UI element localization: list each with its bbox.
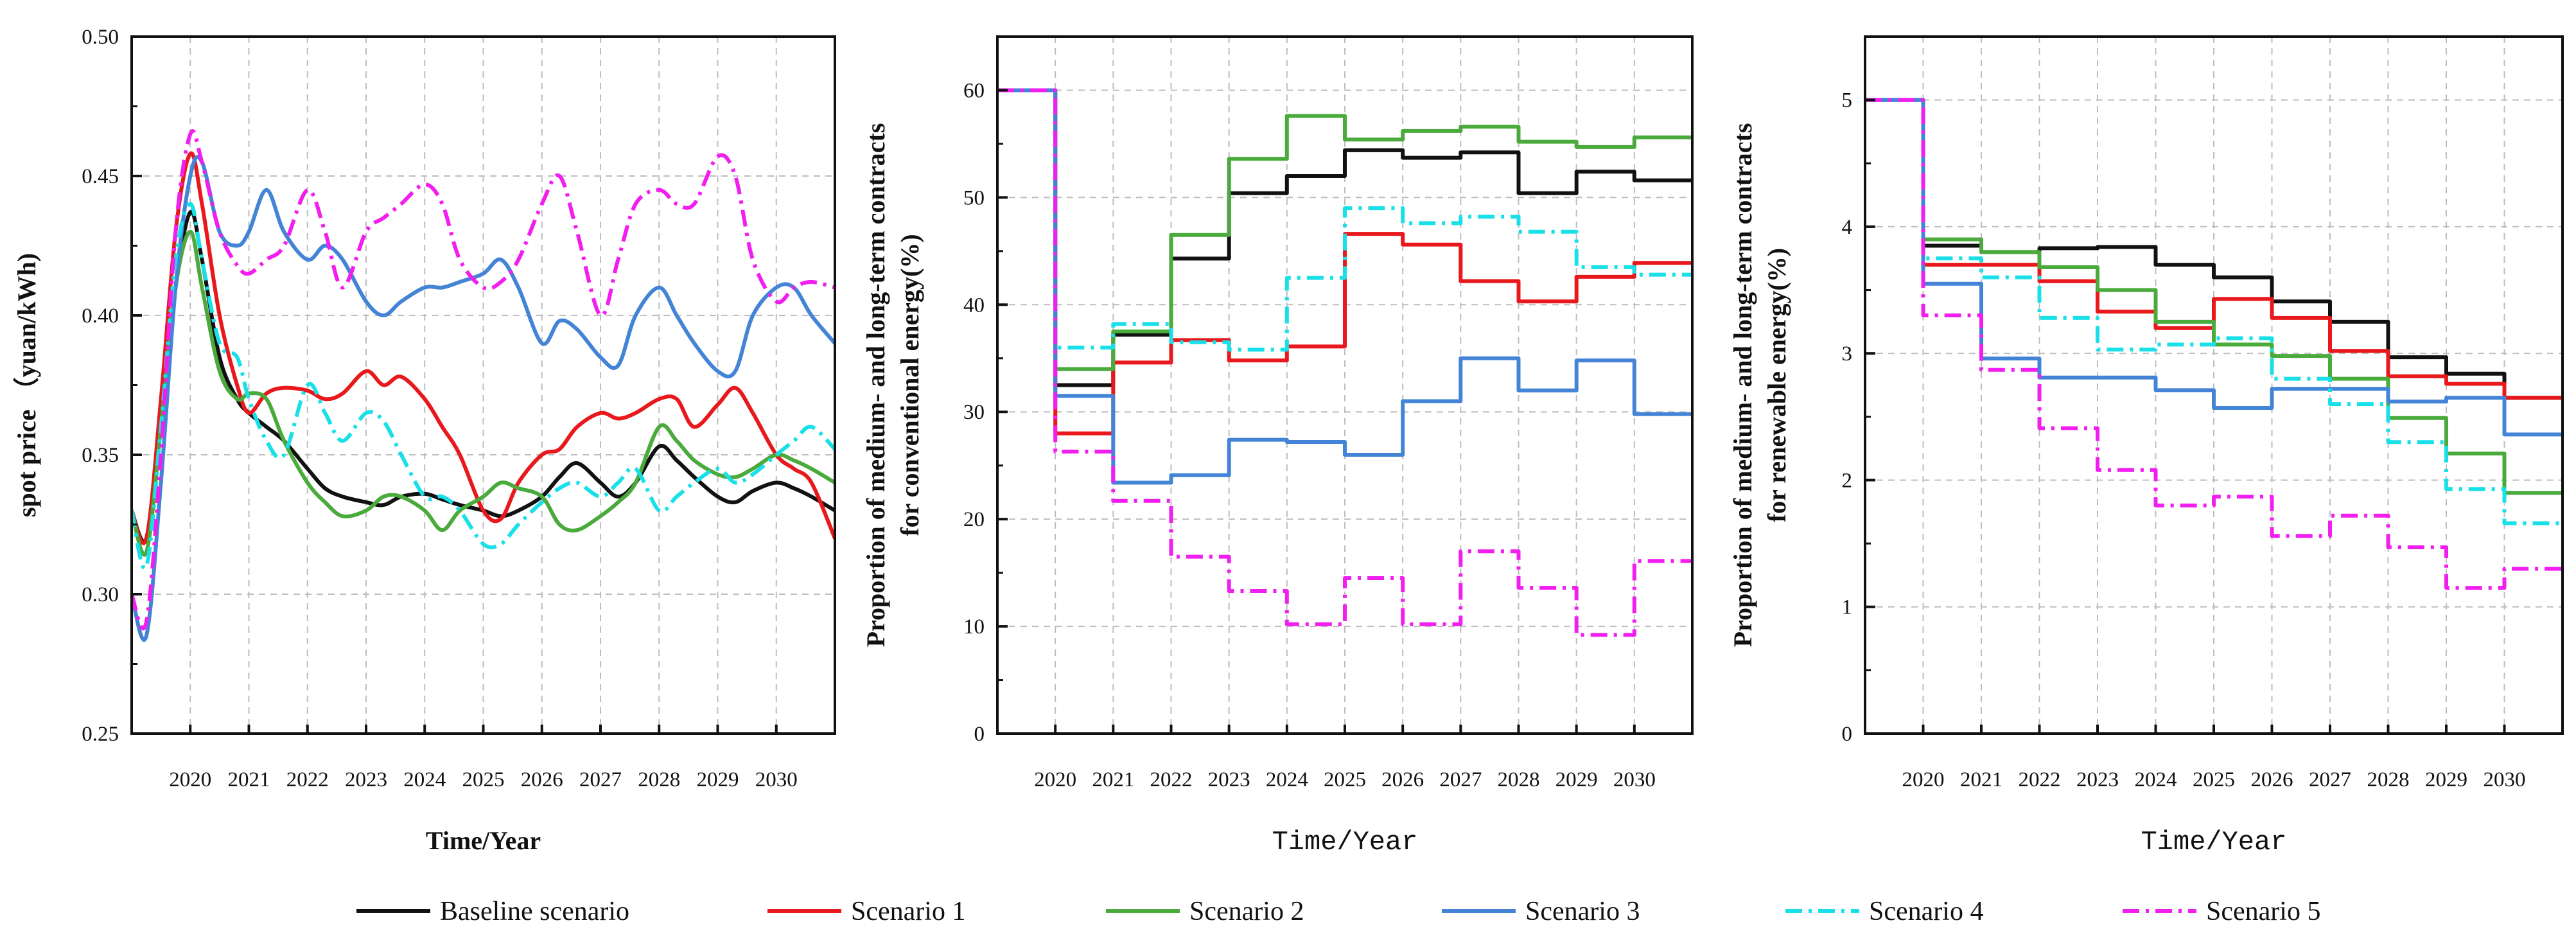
series-line-5 xyxy=(997,88,1692,637)
series-line-5 xyxy=(132,129,835,631)
series-line-1 xyxy=(997,88,1692,436)
x-tick-label: 2023 xyxy=(345,768,387,791)
y-tick-label: 0.30 xyxy=(82,583,119,606)
y-axis-title: for renewable energy(%) xyxy=(1762,248,1791,522)
series-line-4 xyxy=(132,202,835,570)
y-tick-label: 40 xyxy=(963,294,985,317)
x-tick-label: 2020 xyxy=(1034,768,1076,791)
x-tick-label: 2028 xyxy=(1498,768,1540,791)
legend-item: Scenario 2 xyxy=(1106,897,1304,926)
series-group xyxy=(997,88,1692,637)
y-tick-label: 30 xyxy=(963,401,985,424)
y-tick-label: 0.45 xyxy=(82,165,119,188)
legend-label: Scenario 4 xyxy=(1869,897,1983,926)
x-tick-label: 2030 xyxy=(1613,768,1656,791)
legend-label: Baseline scenario xyxy=(440,897,629,926)
legend-label: Scenario 5 xyxy=(2206,897,2320,926)
series-line-3 xyxy=(132,155,835,642)
series-line-2 xyxy=(1865,98,2563,495)
x-tick-label: 2025 xyxy=(462,768,505,791)
legend-item: Scenario 5 xyxy=(2123,897,2320,926)
y-tick-label: 0 xyxy=(974,723,985,746)
x-tick-label: 2023 xyxy=(1208,768,1250,791)
x-tick-label: 2022 xyxy=(286,768,329,791)
series-group xyxy=(132,129,835,642)
x-tick-label: 2027 xyxy=(2309,768,2351,791)
renewable-energy-panel: 0 1 2 3 4 5 2020 2021 2022 2023 2024 2025 2026 2027 20… xyxy=(1728,35,2564,858)
x-tick-label: 2024 xyxy=(2135,768,2177,791)
y-tick-label: 0.35 xyxy=(82,444,119,467)
x-tick-label: 2028 xyxy=(638,768,680,791)
y-tick-label: 5 xyxy=(1842,89,1853,112)
y-tick-label: 4 xyxy=(1842,216,1853,239)
y-tick-label: 2 xyxy=(1842,469,1853,492)
legend-item: Scenario 4 xyxy=(1785,897,1983,926)
x-tick-label: 2028 xyxy=(2367,768,2410,791)
y-tick-label: 10 xyxy=(963,615,985,639)
legend-item: Baseline scenario xyxy=(356,897,629,926)
y-tick-label: 3 xyxy=(1842,342,1853,366)
x-tick-label: 2030 xyxy=(2484,768,2526,791)
x-tick-label: 2026 xyxy=(1381,768,1424,791)
spot-price-panel: 0.25 0.30 0.35 0.40 0.45 0.50 2020 2021 2022 2023… xyxy=(12,26,836,855)
series-group xyxy=(1865,98,2563,590)
y-axis-title: Proportion of medium- and long-term cont… xyxy=(1728,123,1757,648)
y-tick-label: 0.50 xyxy=(82,26,119,49)
y-tick-label: 0 xyxy=(1842,723,1853,746)
x-tick-label: 2021 xyxy=(1092,768,1134,791)
y-axis-title: Proportion of medium- and long-term cont… xyxy=(861,123,890,648)
y-tick-label: 0.40 xyxy=(82,304,119,328)
y-axis-title: for conventional energy(%) xyxy=(895,234,924,536)
series-line-4 xyxy=(1865,98,2563,525)
y-tick-label: 50 xyxy=(963,186,985,209)
legend-label: Scenario 3 xyxy=(1525,897,1640,926)
legend-label: Scenario 2 xyxy=(1189,897,1304,926)
y-axis-title: spot price （yuan/kWh) xyxy=(12,253,41,517)
x-tick-label: 2026 xyxy=(2251,768,2293,791)
x-tick-label: 2021 xyxy=(228,768,270,791)
x-tick-label: 2029 xyxy=(1555,768,1598,791)
series-line-1 xyxy=(132,151,835,545)
y-tick-label: 1 xyxy=(1842,596,1853,619)
series-line-2 xyxy=(132,229,835,557)
x-tick-label: 2026 xyxy=(521,768,563,791)
x-tick-label: 2022 xyxy=(1150,768,1193,791)
x-tick-label: 2024 xyxy=(403,768,446,791)
y-tick-label: 0.25 xyxy=(82,723,119,746)
x-tick-label: 2030 xyxy=(755,768,798,791)
x-tick-label: 2027 xyxy=(1439,768,1482,791)
x-tick-label: 2029 xyxy=(697,768,739,791)
series-line-1 xyxy=(1865,98,2563,400)
series-line-2 xyxy=(997,88,1692,371)
x-tick-label: 2021 xyxy=(1960,768,2002,791)
legend-item: Scenario 1 xyxy=(767,897,965,926)
x-tick-label: 2020 xyxy=(1902,768,1945,791)
x-axis-title: Time/Year xyxy=(426,826,541,855)
legend-item: Scenario 3 xyxy=(1442,897,1640,926)
x-tick-label: 2025 xyxy=(1324,768,1366,791)
x-tick-label: 2020 xyxy=(169,768,211,791)
legend: Baseline scenario Scenario 1 Scenario 2 Sce… xyxy=(356,897,2320,926)
x-axis-title: Time/Year xyxy=(2141,827,2287,858)
series-line-5 xyxy=(1865,98,2563,590)
x-tick-label: 2025 xyxy=(2193,768,2235,791)
x-axis-title: Time/Year xyxy=(1272,827,1418,858)
series-line-4 xyxy=(997,88,1692,352)
x-tick-label: 2029 xyxy=(2425,768,2467,791)
y-tick-label: 60 xyxy=(963,79,985,102)
y-tick-label: 20 xyxy=(963,508,985,531)
x-tick-label: 2027 xyxy=(579,768,622,791)
x-tick-label: 2024 xyxy=(1266,768,1308,791)
x-tick-label: 2022 xyxy=(2019,768,2061,791)
x-tick-label: 2023 xyxy=(2076,768,2119,791)
legend-label: Scenario 1 xyxy=(851,897,965,926)
